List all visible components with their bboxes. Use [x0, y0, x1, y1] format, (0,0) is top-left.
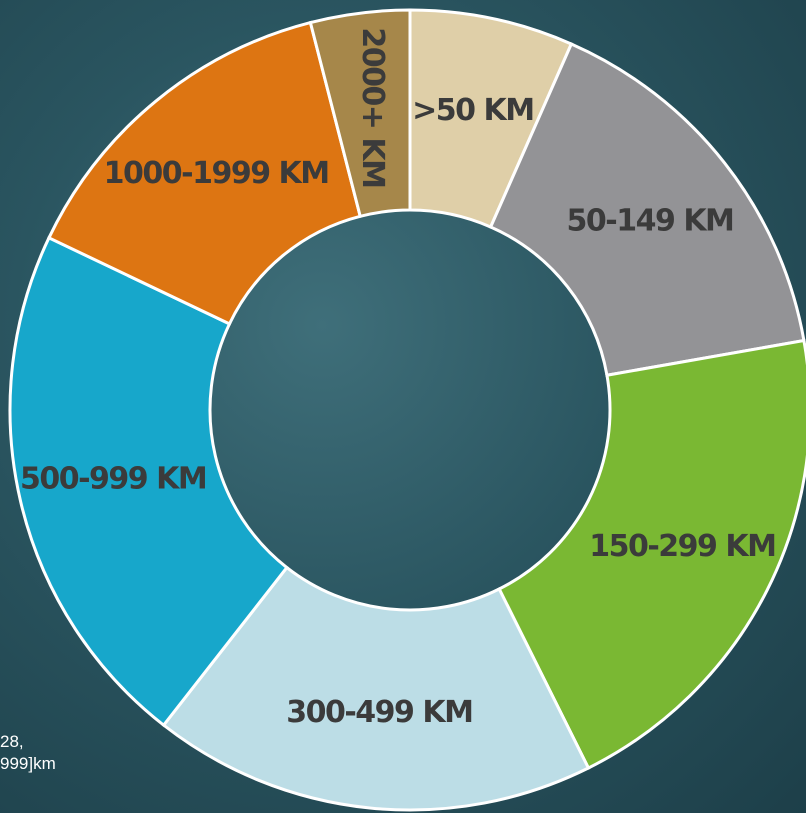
annotation: 999]km — [0, 754, 56, 773]
slice-label: 500-999 KM — [20, 461, 206, 496]
donut-slice — [488, 41, 806, 378]
donut-slice — [497, 338, 806, 771]
slice-label: 300-499 KM — [286, 695, 472, 730]
slice-label: 150-299 KM — [589, 529, 775, 564]
donut-slice — [8, 235, 289, 728]
donut-slice — [308, 8, 412, 219]
slice-label: 50-149 KM — [567, 203, 734, 238]
donut-slice — [46, 20, 363, 326]
slice-label: >50 KM — [412, 93, 533, 128]
slice-label: 2000+ KM — [355, 27, 390, 187]
donut-slice — [161, 565, 591, 812]
slice-label: 1000-1999 KM — [104, 156, 329, 191]
annotation: 28, — [0, 732, 24, 751]
